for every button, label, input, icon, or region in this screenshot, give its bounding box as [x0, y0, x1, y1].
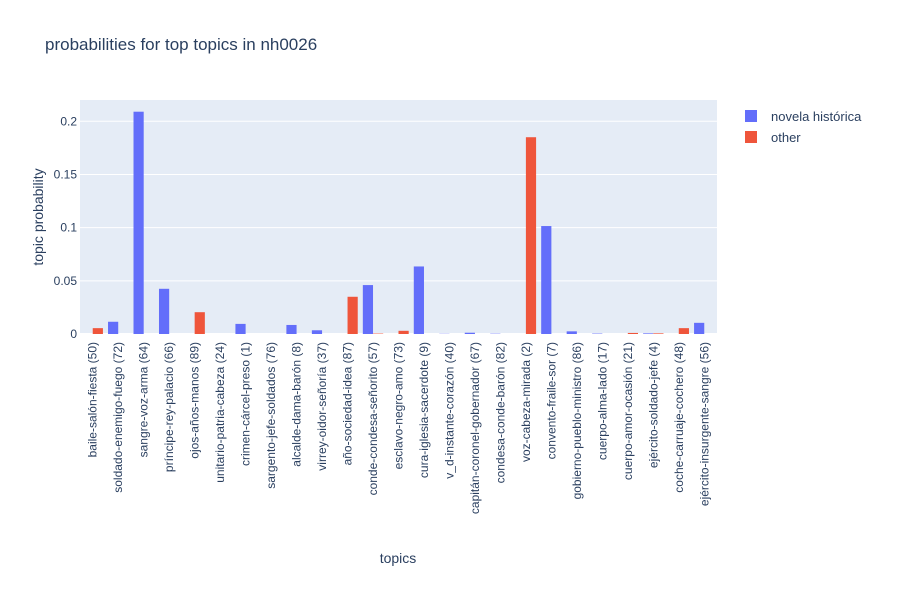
- bar-novela-historica[interactable]: [108, 321, 119, 334]
- x-tick-label: sangre-voz-arma (64): [137, 342, 151, 457]
- y-tick-label: 0.05: [54, 274, 78, 288]
- x-tick-label: condesa-conde-barón (82): [493, 342, 507, 483]
- bar-other[interactable]: [347, 296, 358, 334]
- x-tick-label: ojos-años-manos (89): [188, 342, 202, 459]
- bar-other[interactable]: [398, 330, 409, 334]
- y-tick-label: 0.15: [54, 167, 78, 181]
- y-axis-ticks: 0 0.05 0.1 0.15 0.2: [54, 114, 78, 341]
- legend-label: other: [771, 130, 801, 145]
- x-tick-label: año-sociedad-idea (87): [341, 342, 355, 465]
- x-tick-label: v_d-instante-corazón (40): [442, 342, 456, 479]
- bar-novela-historica[interactable]: [311, 330, 323, 334]
- bars: [92, 111, 705, 334]
- x-tick-label: baile-salón-fiesta (50): [86, 342, 100, 457]
- bar-other[interactable]: [627, 332, 639, 334]
- bar-novela-historica[interactable]: [286, 324, 297, 334]
- x-tick-label: esclavo-negro-amo (73): [392, 342, 406, 469]
- bar-novela-historica[interactable]: [158, 288, 170, 334]
- bar-other[interactable]: [653, 333, 664, 334]
- bar-novela-historica[interactable]: [464, 332, 475, 334]
- x-tick-label: conde-condesa-señorito (57): [366, 342, 380, 495]
- y-tick-label: 0.1: [60, 221, 77, 235]
- y-tick-label: 0: [70, 327, 77, 341]
- legend-label: novela histórica: [771, 109, 862, 124]
- x-tick-label: alcalde-dama-barón (8): [290, 342, 304, 467]
- x-tick-label: convento-fraile-sor (7): [544, 342, 558, 459]
- legend-swatch: [745, 131, 757, 143]
- bar-other[interactable]: [678, 328, 689, 334]
- x-tick-label: príncipe-rey-palacio (66): [162, 342, 176, 472]
- x-axis-ticks: baile-salón-fiesta (50) soldado-enemigo-f…: [86, 342, 712, 514]
- x-tick-label: virrey-oidor-señoría (37): [315, 342, 329, 471]
- x-tick-label: voz-cabeza-mirada (2): [519, 342, 533, 462]
- x-tick-label: crimen-cárcel-preso (1): [239, 342, 253, 466]
- bar-novela-historica[interactable]: [413, 266, 424, 334]
- x-tick-label: unitario-patria-cabeza (24): [213, 342, 227, 483]
- bar-other[interactable]: [92, 328, 103, 334]
- bar-novela-historica[interactable]: [566, 331, 577, 334]
- x-tick-label: ejército-soldado-jefe (4): [646, 342, 660, 468]
- bar-novela-historica[interactable]: [694, 322, 705, 334]
- y-axis-title: topic probability: [30, 168, 46, 265]
- bar-novela-historica[interactable]: [541, 226, 552, 334]
- x-tick-label: gobierno-pueblo-ministro (86): [570, 342, 584, 499]
- bar-other[interactable]: [194, 312, 205, 334]
- x-tick-label: cura-iglesia-sacerdote (9): [417, 342, 431, 478]
- chart-title: probabilities for top topics in nh0026: [45, 35, 317, 54]
- y-tick-label: 0.2: [60, 114, 77, 128]
- x-tick-label: sargento-jefe-soldados (76): [264, 342, 278, 489]
- x-tick-label: cuerpo-amor-ocasión (21): [621, 342, 635, 480]
- bar-novela-historica[interactable]: [362, 285, 374, 334]
- bar-novela-historica[interactable]: [133, 111, 144, 334]
- bar-novela-historica[interactable]: [643, 333, 654, 334]
- legend-swatch: [745, 110, 757, 122]
- x-axis-title: topics: [380, 550, 417, 566]
- legend-item[interactable]: other: [745, 130, 801, 145]
- x-tick-label: ejército-insurgente-sangre (56): [697, 342, 711, 506]
- x-tick-label: coche-carruaje-cochero (48): [672, 342, 686, 493]
- x-tick-label: capitán-coronel-gobernador (67): [468, 342, 482, 514]
- bar-other[interactable]: [525, 137, 537, 334]
- legend-item[interactable]: novela histórica: [745, 109, 862, 124]
- plot-area: [80, 100, 717, 334]
- bar-novela-historica[interactable]: [235, 323, 246, 334]
- x-tick-label: soldado-enemigo-fuego (72): [111, 342, 125, 493]
- legend[interactable]: novela histórica other: [745, 109, 862, 145]
- x-tick-label: cuerpo-alma-lado (17): [595, 342, 609, 460]
